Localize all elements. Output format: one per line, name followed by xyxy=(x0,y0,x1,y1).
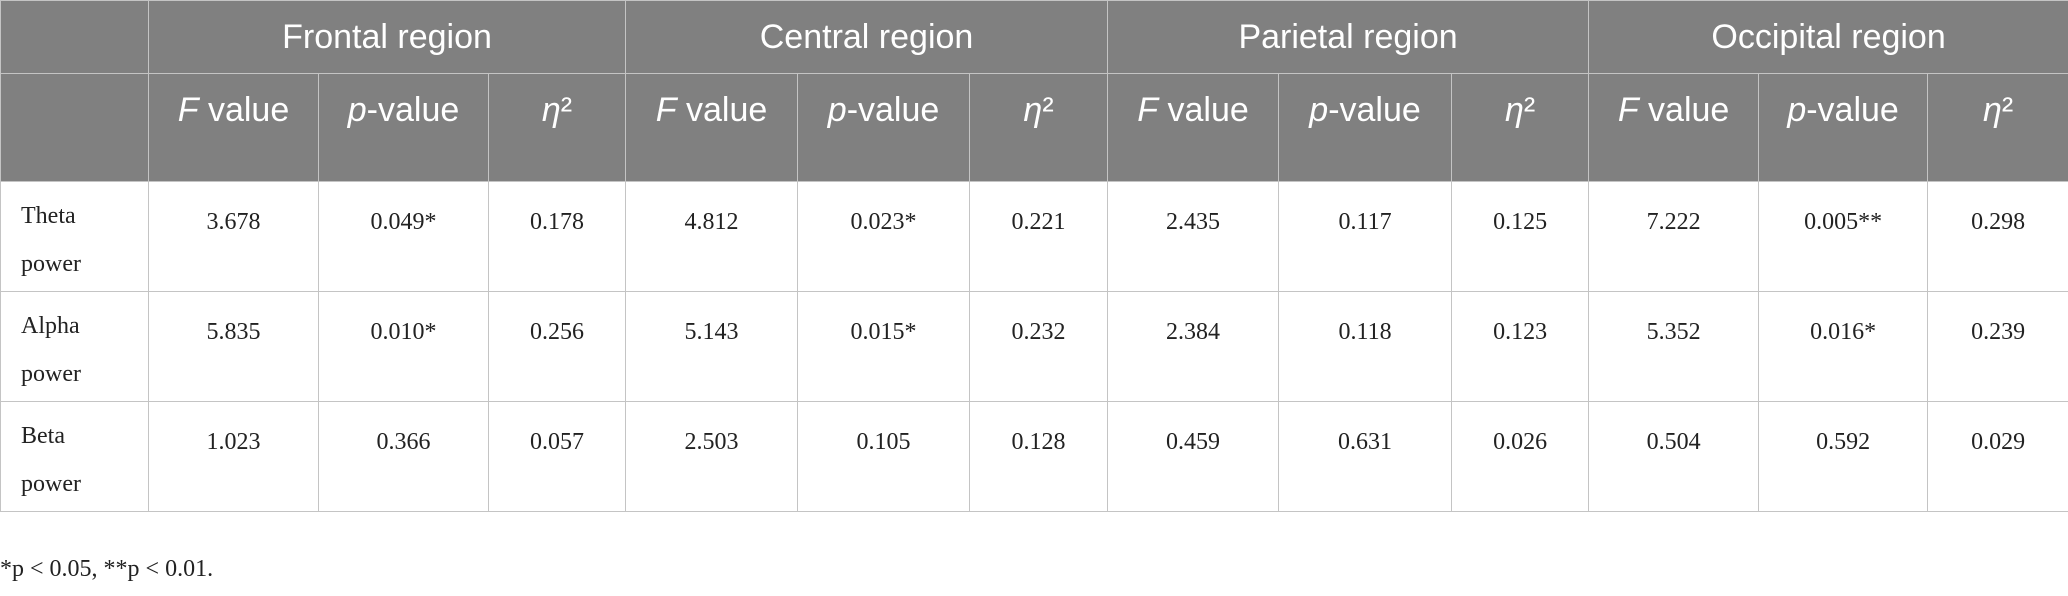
data-cell: 0.504 xyxy=(1588,401,1760,512)
data-cell: 0.125 xyxy=(1451,181,1590,292)
subheader-cell: F value xyxy=(1588,73,1760,182)
data-cell: 0.016* xyxy=(1758,291,1929,402)
row-label: Alpha power xyxy=(0,291,149,402)
data-cell: 5.143 xyxy=(625,291,799,402)
subheader: p-value xyxy=(1309,91,1421,129)
data-cell: 0.232 xyxy=(969,291,1109,402)
data-cell: 0.123 xyxy=(1451,291,1590,402)
data-cell: 2.384 xyxy=(1107,291,1280,402)
data-cell: 5.835 xyxy=(148,291,319,402)
data-cell: 0.029 xyxy=(1927,401,2068,512)
row-label: Beta power xyxy=(0,401,149,512)
data-cell: 0.178 xyxy=(487,181,627,292)
data-cell: 0.631 xyxy=(1278,401,1453,512)
data-cell: 5.352 xyxy=(1588,291,1760,402)
group-header-row: Frontal region Central region Parietal reg… xyxy=(0,0,2068,74)
subheader-cell: F value xyxy=(625,73,799,182)
data-cell: 0.117 xyxy=(1278,181,1453,292)
subheader: F value xyxy=(655,91,768,129)
subheader: η² xyxy=(541,91,573,129)
subheader-cell: η² xyxy=(1927,73,2068,182)
row-label: Theta power xyxy=(0,181,149,292)
subheader: F value xyxy=(1137,91,1249,129)
subheader-cell: p-value xyxy=(1758,73,1929,182)
data-cell: 0.005** xyxy=(1758,181,1929,292)
group-header: Occipital region xyxy=(1588,0,2068,74)
data-cell: 0.118 xyxy=(1278,291,1453,402)
subheader: η² xyxy=(1023,91,1054,129)
data-cell: 0.256 xyxy=(487,291,627,402)
group-header: Central region xyxy=(625,0,1109,74)
data-cell: 0.459 xyxy=(1107,401,1280,512)
data-cell: 0.298 xyxy=(1927,181,2068,292)
group-header: Frontal region xyxy=(147,0,627,74)
data-row: Theta power 3.678 0.049* 0.178 4.812 0.023* 0.… xyxy=(0,181,2068,292)
subheader-cell: p-value xyxy=(318,73,489,182)
data-cell: 2.435 xyxy=(1107,181,1280,292)
subheader: p-value xyxy=(1787,91,1899,129)
subheader-cell: p-value xyxy=(1278,73,1453,182)
data-cell: 3.678 xyxy=(148,181,319,292)
subheader: p-value xyxy=(827,91,940,129)
data-cell: 2.503 xyxy=(625,401,799,512)
data-cell: 0.105 xyxy=(797,401,971,512)
results-table: Frontal region Central region Parietal reg… xyxy=(0,0,2068,512)
data-cell: 0.366 xyxy=(318,401,489,512)
subheader: p-value xyxy=(347,91,460,129)
subheader: η² xyxy=(1982,91,2014,129)
subheader: η² xyxy=(1504,91,1536,129)
group-header: Parietal region xyxy=(1107,0,1590,74)
data-cell: 0.010* xyxy=(318,291,489,402)
corner-cell xyxy=(0,73,149,182)
data-cell: 0.049* xyxy=(318,181,489,292)
data-cell: 1.023 xyxy=(148,401,319,512)
subheader-row: F value p-value η² F value p-value η² F value p… xyxy=(0,73,2068,182)
data-row: Beta power 1.023 0.366 0.057 2.503 0.105 0.128… xyxy=(0,401,2068,512)
data-cell: 0.023* xyxy=(797,181,971,292)
data-cell: 0.015* xyxy=(797,291,971,402)
data-cell: 0.026 xyxy=(1451,401,1590,512)
data-cell: 0.128 xyxy=(969,401,1109,512)
footnote: *p < 0.05, **p < 0.01. xyxy=(0,556,214,582)
data-cell: 0.057 xyxy=(487,401,627,512)
data-cell: 0.239 xyxy=(1927,291,2068,402)
corner-cell xyxy=(0,0,149,74)
subheader-cell: η² xyxy=(487,73,627,182)
subheader-cell: F value xyxy=(1107,73,1280,182)
data-cell: 0.221 xyxy=(969,181,1109,292)
subheader-cell: η² xyxy=(1451,73,1590,182)
subheader-cell: F value xyxy=(148,73,319,182)
data-cell: 0.592 xyxy=(1758,401,1929,512)
data-row: Alpha power 5.835 0.010* 0.256 5.143 0.015* 0.… xyxy=(0,291,2068,402)
subheader: F value xyxy=(1617,91,1730,129)
subheader-cell: p-value xyxy=(797,73,971,182)
subheader-cell: η² xyxy=(969,73,1109,182)
data-cell: 7.222 xyxy=(1588,181,1760,292)
data-cell: 4.812 xyxy=(625,181,799,292)
subheader: F value xyxy=(177,91,290,129)
